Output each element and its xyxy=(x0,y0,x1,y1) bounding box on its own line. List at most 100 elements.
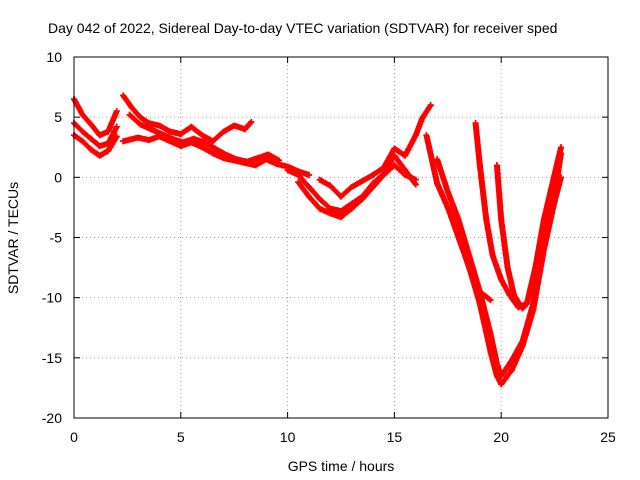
series-trace-2 xyxy=(71,120,120,150)
axis-ticks: 0 5 10 15 20 25 10 5 0 -5 -10 -15 -20 xyxy=(42,49,616,445)
y-tick-label: 10 xyxy=(46,49,62,65)
data-point xyxy=(444,188,451,195)
data-point xyxy=(295,179,302,186)
series-trace-4 xyxy=(120,92,255,145)
data-point xyxy=(549,180,556,187)
data-point xyxy=(305,183,312,190)
data-point xyxy=(145,137,152,144)
data-point xyxy=(241,126,248,133)
data-point xyxy=(88,135,95,142)
data-point xyxy=(359,195,366,202)
x-tick-label: 15 xyxy=(387,429,403,445)
data-point xyxy=(120,138,127,145)
data-point xyxy=(79,128,86,135)
data-point xyxy=(412,132,419,139)
data-point xyxy=(105,128,112,135)
series-trace-7 xyxy=(284,152,419,215)
data-point xyxy=(199,132,206,139)
data-point xyxy=(79,111,86,118)
data-point xyxy=(88,121,95,128)
data-point xyxy=(493,360,500,367)
data-point xyxy=(508,357,515,364)
series-trace-14 xyxy=(434,180,494,304)
data-point xyxy=(434,156,441,163)
data-point xyxy=(472,120,479,127)
data-point xyxy=(126,111,133,118)
data-point xyxy=(455,228,462,235)
data-point xyxy=(540,216,547,223)
data-point xyxy=(523,300,530,307)
y-tick-label: 0 xyxy=(54,169,62,185)
series-trace-11 xyxy=(434,150,565,379)
data-points-trace-13 xyxy=(493,162,530,312)
series-trace-9 xyxy=(316,102,434,200)
data-point xyxy=(188,123,195,130)
data-point xyxy=(137,114,144,121)
data-point xyxy=(295,171,302,178)
y-tick-label: 5 xyxy=(54,109,62,125)
chart-title: Day 042 of 2022, Sidereal Day-to-day VTE… xyxy=(48,20,557,36)
y-tick-label: -20 xyxy=(42,410,62,426)
data-point xyxy=(222,151,229,158)
data-point xyxy=(254,155,261,162)
data-point xyxy=(402,152,409,159)
data-point xyxy=(96,132,103,139)
data-point xyxy=(316,176,323,183)
data-point xyxy=(419,115,426,122)
y-axis-label: SDTVAR / TECUs xyxy=(5,182,21,294)
y-tick-label: -10 xyxy=(42,290,62,306)
series-trace-13 xyxy=(493,162,530,312)
data-point xyxy=(316,195,323,202)
data-point xyxy=(427,102,434,109)
data-point xyxy=(158,131,165,138)
data-point xyxy=(530,300,537,307)
data-point xyxy=(519,305,526,312)
data-point xyxy=(338,193,344,200)
data-point xyxy=(327,182,334,189)
data-point xyxy=(489,252,496,259)
data-point xyxy=(137,121,144,128)
data-point xyxy=(113,108,120,115)
data-point xyxy=(466,264,473,271)
data-point xyxy=(135,134,142,141)
data-point xyxy=(370,183,377,190)
data-point xyxy=(511,292,518,299)
data-point xyxy=(434,180,441,187)
data-point xyxy=(327,210,334,217)
grid-lines xyxy=(74,57,608,418)
data-point xyxy=(105,147,112,154)
data-point xyxy=(177,131,184,138)
data-point xyxy=(96,152,103,159)
data-point xyxy=(156,122,163,129)
y-tick-label: -5 xyxy=(50,230,63,246)
series-trace-1 xyxy=(71,96,120,139)
data-point xyxy=(252,162,259,169)
data-point xyxy=(493,162,500,169)
data-point xyxy=(476,288,483,295)
data-point xyxy=(244,158,251,165)
data-point xyxy=(558,144,565,151)
data-point xyxy=(128,104,135,111)
data-point xyxy=(167,128,174,135)
data-point xyxy=(276,157,283,164)
data-point xyxy=(359,177,366,184)
data-point xyxy=(487,330,494,337)
x-tick-label: 5 xyxy=(177,429,185,445)
data-point xyxy=(248,118,255,125)
data-point xyxy=(120,92,127,99)
data-point xyxy=(211,145,218,152)
data-point xyxy=(476,162,483,169)
data-point xyxy=(96,143,103,150)
data-point xyxy=(498,276,505,283)
data-point xyxy=(391,145,398,152)
data-point xyxy=(380,164,387,171)
data-point xyxy=(504,264,511,271)
y-tick-label: -15 xyxy=(42,350,62,366)
data-point xyxy=(169,135,176,142)
data-point xyxy=(508,366,515,373)
data-point xyxy=(498,372,505,379)
data-point xyxy=(179,139,186,146)
data-point xyxy=(498,216,505,223)
data-point xyxy=(233,156,240,163)
